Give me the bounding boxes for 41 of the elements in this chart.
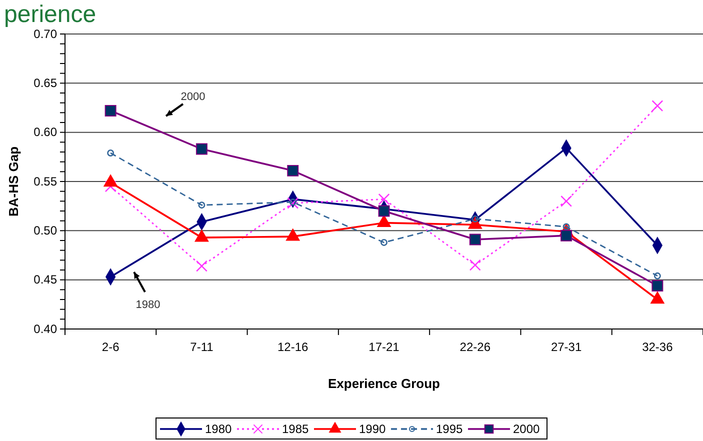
annotation: 1980 [136, 299, 160, 311]
legend-label: 1990 [359, 422, 386, 436]
point [560, 230, 572, 242]
y-axis-title: BA-HS Gap [6, 146, 21, 217]
point [378, 205, 390, 217]
y-tick-label: 0.50 [34, 224, 58, 238]
x-axis-title: Experience Group [328, 376, 440, 391]
point [380, 239, 388, 246]
point [378, 193, 390, 205]
chart-title: perience [4, 1, 96, 28]
x-tick-label: 12-16 [278, 340, 309, 354]
y-tick-label: 0.70 [34, 26, 58, 41]
point [654, 272, 661, 280]
legend-label: 1995 [436, 422, 464, 436]
point [652, 280, 664, 292]
x-tick-label: 17-21 [368, 340, 400, 354]
x-tick-label: 7-11 [190, 340, 214, 354]
point [469, 259, 481, 271]
x-tick-label: 2-6 [102, 340, 120, 354]
x-tick-label: 27-31 [550, 340, 582, 354]
point [287, 197, 299, 209]
y-tick-label: 0.60 [34, 125, 58, 140]
point [104, 104, 116, 116]
legend-label: 2000 [513, 422, 540, 436]
x-tick-label: 22-26 [460, 340, 491, 354]
point [107, 150, 114, 156]
annotation: 2000 [180, 91, 206, 103]
point [287, 164, 299, 176]
point [469, 234, 481, 246]
point [560, 195, 572, 207]
point [652, 100, 664, 112]
y-tick-label: 0.40 [34, 322, 58, 336]
point [196, 260, 208, 272]
legend-label: 1980 [205, 422, 232, 436]
point [198, 202, 206, 209]
legend-label: 1985 [282, 422, 310, 436]
x-tick-label: 32-36 [642, 340, 674, 354]
y-tick-label: 0.55 [34, 174, 58, 188]
point [196, 143, 208, 155]
y-tick-label: 0.65 [34, 76, 58, 90]
y-tick-label: 0.45 [34, 272, 58, 287]
